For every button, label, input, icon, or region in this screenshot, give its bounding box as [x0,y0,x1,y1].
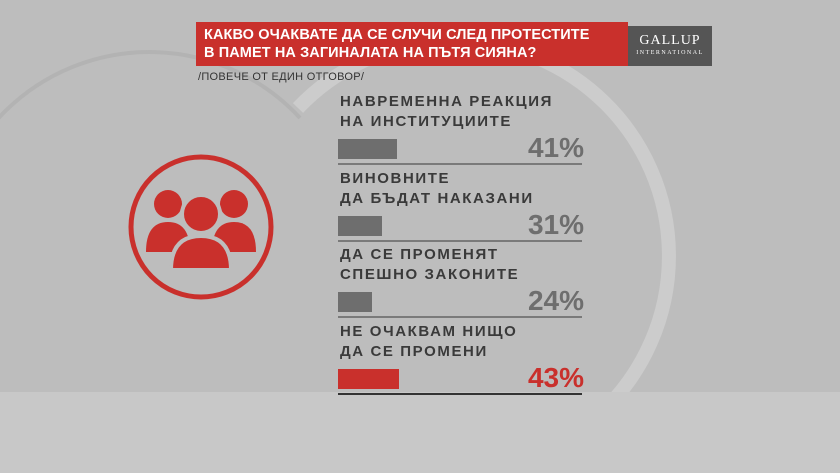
chart-title-line-1: КАКВО ОЧАКВАТЕ ДА СЕ СЛУЧИ СЛЕД ПРОТЕСТИ… [204,27,590,43]
chart-subtitle: /ПОВЕЧЕ ОТ ЕДИН ОТГОВОР/ [198,71,365,83]
category-label: ВИНОВНИТЕ ДА БЪДАТ НАКАЗАНИ [340,169,600,209]
row-underline [338,163,582,165]
gallup-logo: GALLUP INTERNATIONAL [628,26,712,66]
chart-title-line-2: В ПАМЕТ НА ЗАГИНАЛАТА НА ПЪТЯ СИЯНА? [204,45,537,61]
chart-title: КАКВО ОЧАКВАТЕ ДА СЕ СЛУЧИ СЛЕД ПРОТЕСТИ… [196,22,628,66]
category-label-line: СПЕШНО ЗАКОНИТЕ [340,266,520,283]
row-underline [338,393,582,395]
bar [338,292,372,312]
category-label-line: НЕ ОЧАКВАМ НИЩО [340,323,518,340]
bottom-band [0,392,840,473]
logo-sub-text: INTERNATIONAL [636,50,704,56]
category-label: НАВРЕМЕННА РЕАКЦИЯ НА ИНСТИТУЦИИТЕ [340,92,600,132]
bar [338,139,397,159]
category-label-line: НА ИНСТИТУЦИИТЕ [340,113,513,130]
category-label-line: НАВРЕМЕННА РЕАКЦИЯ [340,93,553,110]
category-label-line: ДА БЪДАТ НАКАЗАНИ [340,190,534,207]
category-label-line: ДА СЕ ПРОМЕНИ [340,343,488,360]
value-label: 31% [527,209,584,240]
value-label: 41% [527,132,584,163]
people-group-icon [128,154,274,300]
row-underline [338,240,582,242]
bar [338,216,382,236]
category-label: НЕ ОЧАКВАМ НИЩО ДА СЕ ПРОМЕНИ [340,322,600,362]
value-label: 24% [527,285,584,316]
category-label-line: ВИНОВНИТЕ [340,170,451,187]
row-underline [338,316,582,318]
value-label: 43% [527,362,584,393]
category-label-line: ДА СЕ ПРОМЕНЯТ [340,246,499,263]
bar [338,369,399,389]
logo-main-text: GALLUP [639,33,701,48]
category-label: ДА СЕ ПРОМЕНЯТ СПЕШНО ЗАКОНИТЕ [340,245,600,285]
